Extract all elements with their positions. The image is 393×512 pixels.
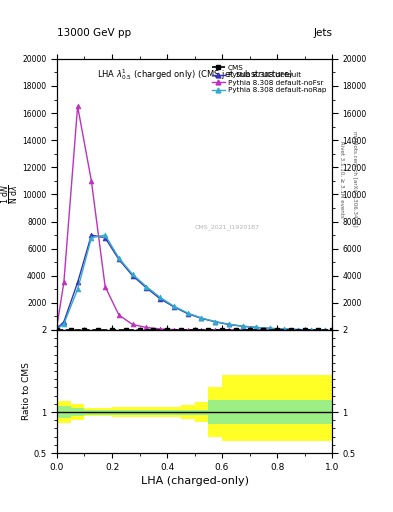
CMS bbox=[275, 327, 279, 333]
Line: Pythia 8.308 default-noRap: Pythia 8.308 default-noRap bbox=[55, 232, 328, 332]
Pythia 8.308 default-noFsr bbox=[309, 327, 314, 333]
Pythia 8.308 default-noRap bbox=[103, 232, 108, 238]
CMS bbox=[316, 327, 321, 333]
X-axis label: LHA (charged-only): LHA (charged-only) bbox=[141, 476, 248, 486]
Pythia 8.308 default bbox=[75, 280, 80, 286]
Pythia 8.308 default-noRap bbox=[89, 234, 94, 241]
Pythia 8.308 default bbox=[254, 325, 259, 331]
Pythia 8.308 default-noFsr bbox=[103, 284, 108, 290]
Pythia 8.308 default-noFsr bbox=[61, 280, 66, 286]
Line: Pythia 8.308 default-noFsr: Pythia 8.308 default-noFsr bbox=[55, 104, 328, 332]
Pythia 8.308 default bbox=[144, 285, 149, 291]
Pythia 8.308 default bbox=[226, 322, 231, 328]
Pythia 8.308 default-noRap bbox=[158, 294, 163, 301]
Pythia 8.308 default-noFsr bbox=[55, 323, 59, 329]
Pythia 8.308 default bbox=[241, 323, 245, 329]
Text: Jets: Jets bbox=[313, 28, 332, 38]
Text: mcplots.cern.ch [arXiv:1306.3436]: mcplots.cern.ch [arXiv:1306.3436] bbox=[352, 132, 357, 227]
CMS bbox=[233, 327, 238, 333]
CMS bbox=[206, 327, 211, 333]
Y-axis label: $\frac{1}{\mathrm{N}}\frac{\mathrm{d}N}{\mathrm{d}\lambda}$: $\frac{1}{\mathrm{N}}\frac{\mathrm{d}N}{… bbox=[0, 184, 21, 204]
CMS bbox=[247, 327, 252, 333]
Pythia 8.308 default-noFsr bbox=[171, 327, 176, 333]
Pythia 8.308 default-noRap bbox=[199, 315, 204, 321]
Pythia 8.308 default bbox=[213, 318, 218, 325]
Pythia 8.308 default-noRap bbox=[130, 271, 135, 278]
Pythia 8.308 default bbox=[309, 327, 314, 333]
CMS bbox=[82, 327, 87, 333]
Pythia 8.308 default-noRap bbox=[75, 286, 80, 292]
Pythia 8.308 default bbox=[158, 295, 163, 302]
Pythia 8.308 default bbox=[89, 232, 94, 238]
Pythia 8.308 default bbox=[116, 257, 121, 263]
Pythia 8.308 default-noRap bbox=[55, 326, 59, 332]
Legend: CMS, Pythia 8.308 default, Pythia 8.308 default-noFsr, Pythia 8.308 default-noRa: CMS, Pythia 8.308 default, Pythia 8.308 … bbox=[210, 62, 329, 95]
Pythia 8.308 default-noFsr bbox=[226, 327, 231, 333]
Pythia 8.308 default-noFsr bbox=[116, 312, 121, 318]
Text: Rivet 3.1.10, ≥ 3.1M events: Rivet 3.1.10, ≥ 3.1M events bbox=[339, 141, 344, 218]
Pythia 8.308 default bbox=[199, 315, 204, 322]
Pythia 8.308 default-noRap bbox=[213, 318, 218, 325]
Pythia 8.308 default bbox=[61, 318, 66, 325]
Pythia 8.308 default-noFsr bbox=[185, 327, 190, 333]
Pythia 8.308 default-noRap bbox=[171, 303, 176, 309]
Pythia 8.308 default bbox=[130, 272, 135, 279]
Pythia 8.308 default bbox=[171, 304, 176, 310]
Pythia 8.308 default bbox=[185, 311, 190, 317]
Pythia 8.308 default-noFsr bbox=[199, 327, 204, 333]
Pythia 8.308 default-noRap bbox=[241, 323, 245, 329]
Pythia 8.308 default-noRap bbox=[281, 326, 286, 332]
Pythia 8.308 default bbox=[296, 327, 300, 333]
Pythia 8.308 default-noRap bbox=[61, 321, 66, 327]
CMS bbox=[288, 327, 293, 333]
Text: LHA $\lambda^1_{0.5}$ (charged only) (CMS jet substructure): LHA $\lambda^1_{0.5}$ (charged only) (CM… bbox=[97, 67, 292, 82]
Pythia 8.308 default-noRap bbox=[226, 321, 231, 327]
CMS bbox=[137, 327, 142, 333]
Pythia 8.308 default-noFsr bbox=[89, 178, 94, 184]
CMS bbox=[178, 327, 183, 333]
Pythia 8.308 default-noFsr bbox=[281, 327, 286, 333]
Pythia 8.308 default bbox=[103, 234, 108, 241]
CMS bbox=[192, 327, 197, 333]
CMS bbox=[55, 327, 59, 333]
Pythia 8.308 default-noFsr bbox=[75, 103, 80, 110]
Pythia 8.308 default-noFsr bbox=[213, 327, 218, 333]
Pythia 8.308 default-noRap bbox=[323, 327, 328, 333]
Pythia 8.308 default-noRap bbox=[144, 284, 149, 290]
Pythia 8.308 default bbox=[268, 325, 273, 331]
CMS bbox=[330, 327, 334, 333]
Pythia 8.308 default-noFsr bbox=[323, 327, 328, 333]
Y-axis label: Ratio to CMS: Ratio to CMS bbox=[22, 362, 31, 420]
CMS bbox=[261, 327, 266, 333]
Line: CMS: CMS bbox=[55, 328, 334, 332]
CMS bbox=[220, 327, 224, 333]
Line: Pythia 8.308 default: Pythia 8.308 default bbox=[55, 232, 328, 332]
Pythia 8.308 default-noRap bbox=[268, 325, 273, 331]
Pythia 8.308 default bbox=[323, 327, 328, 333]
Text: 13000 GeV pp: 13000 GeV pp bbox=[57, 28, 131, 38]
Pythia 8.308 default-noFsr bbox=[268, 327, 273, 333]
Pythia 8.308 default-noRap bbox=[116, 255, 121, 261]
CMS bbox=[151, 327, 156, 333]
Text: CMS_2021_I1920187: CMS_2021_I1920187 bbox=[195, 224, 260, 230]
Pythia 8.308 default bbox=[281, 326, 286, 332]
Pythia 8.308 default-noFsr bbox=[158, 326, 163, 332]
CMS bbox=[68, 327, 73, 333]
Pythia 8.308 default-noRap bbox=[296, 327, 300, 333]
Pythia 8.308 default-noFsr bbox=[296, 327, 300, 333]
Pythia 8.308 default-noFsr bbox=[254, 327, 259, 333]
CMS bbox=[123, 327, 128, 333]
CMS bbox=[110, 327, 114, 333]
Pythia 8.308 default-noRap bbox=[185, 310, 190, 316]
CMS bbox=[302, 327, 307, 333]
Pythia 8.308 default-noRap bbox=[309, 327, 314, 333]
Pythia 8.308 default-noRap bbox=[254, 324, 259, 330]
Pythia 8.308 default-noFsr bbox=[130, 322, 135, 328]
Pythia 8.308 default-noFsr bbox=[241, 327, 245, 333]
CMS bbox=[96, 327, 101, 333]
Pythia 8.308 default bbox=[55, 326, 59, 332]
Pythia 8.308 default-noFsr bbox=[144, 325, 149, 331]
CMS bbox=[165, 327, 169, 333]
